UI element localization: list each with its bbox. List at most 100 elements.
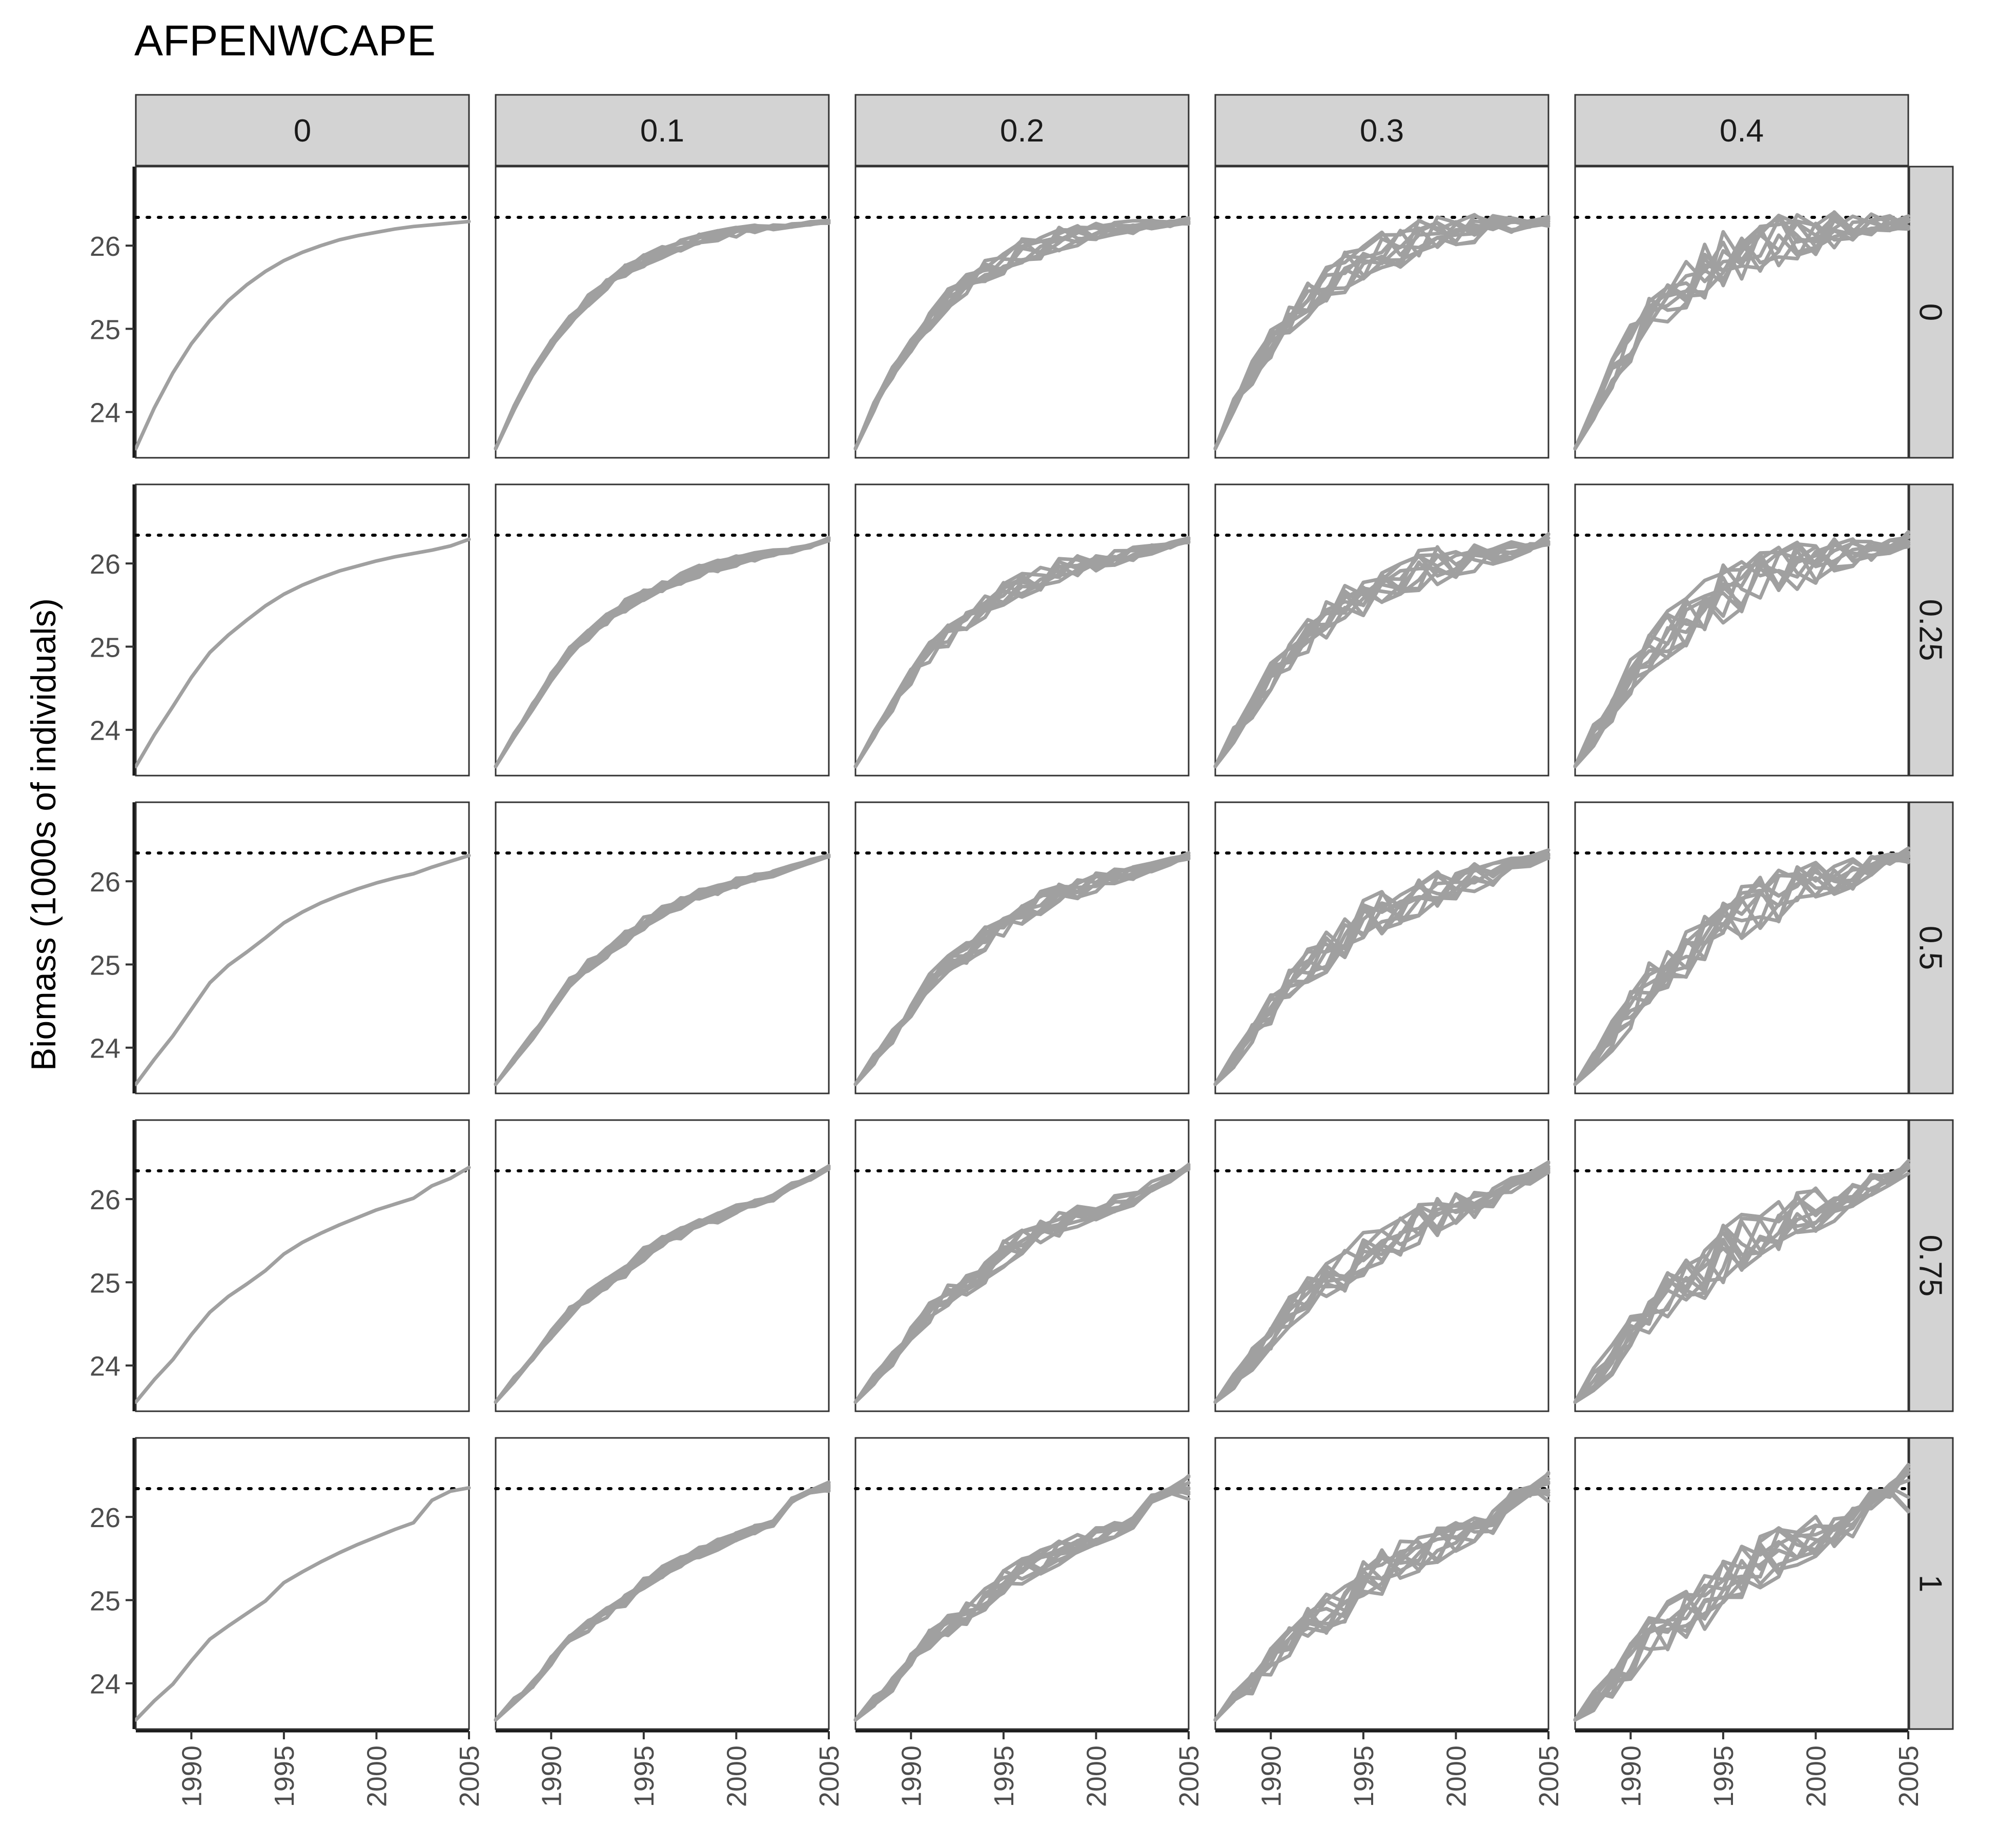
row-strip [1908,1437,1954,1730]
facet-panel [1573,1119,1910,1412]
facet-panel [1213,1437,1551,1730]
panel-frame [135,1437,470,1730]
series-line [134,854,471,1086]
row-strip [1908,1119,1954,1412]
series-line [1573,850,1910,1086]
series-line [853,537,1191,768]
facet-panel [853,1437,1191,1730]
series-line [1213,854,1551,1086]
panel-frame [1214,483,1549,777]
y-tick-label: 25 [90,1268,120,1298]
facet-panel [134,1119,471,1412]
panel-frame [495,1437,830,1730]
panel-frame [1574,801,1909,1094]
series-line [1213,1481,1551,1722]
series-line [853,854,1191,1086]
series-line [494,539,831,768]
series-line [494,1167,831,1404]
y-axis-label: Biomass (1000s of individuals) [24,598,63,1071]
facet-panel [1573,483,1910,777]
panel-frame [135,483,470,777]
row-strip-label: 0.5 [1913,926,1948,970]
facet-panel [1213,1119,1551,1412]
y-tick-label: 25 [90,1586,120,1616]
facet-panel [1213,483,1551,777]
row-strip-label: 0.25 [1913,599,1948,661]
x-tick-label: 2000 [361,1745,392,1807]
series-line [1573,1163,1910,1404]
x-tick-label: 2000 [1801,1745,1831,1807]
facet-panel [1213,801,1551,1094]
series-line [494,218,831,451]
panel-frame [1574,166,1909,459]
column-strip-label: 0.3 [1360,113,1404,149]
x-tick-label: 2005 [1174,1745,1205,1807]
facet-panel [1573,801,1910,1094]
series-line [1573,213,1910,451]
facet-panel [494,483,831,777]
chart-title: AFPENWCAPE [134,16,436,65]
x-tick-label: 1990 [176,1745,207,1807]
row-strip-label: 0 [1913,303,1948,321]
series-line [1573,1171,1910,1404]
series-line [1213,852,1551,1086]
x-tick-label: 1995 [1708,1745,1739,1807]
x-tick-label: 1995 [1349,1745,1379,1807]
x-tick-label: 1990 [1256,1745,1287,1807]
series-line [1213,218,1551,451]
facet-panel [853,166,1191,459]
series-line [1213,1471,1551,1722]
facet-panel [853,483,1191,777]
x-tick-label: 2005 [814,1745,845,1807]
column-strip [135,94,470,167]
series-line [1213,542,1551,768]
series-line [853,221,1191,451]
panel-frame [1214,166,1549,459]
facet-panel [853,1119,1191,1412]
facet-panel [494,801,831,1094]
panel-frame [1574,483,1909,777]
y-tick-label: 25 [90,314,120,345]
x-tick-label: 1990 [896,1745,927,1807]
panel-frame [495,801,830,1094]
column-strip [495,94,830,167]
series-line [494,1484,831,1722]
row-strip-label: 1 [1913,1575,1948,1592]
series-line [1213,1166,1551,1404]
series-line [1573,852,1910,1086]
y-tick-label: 24 [90,398,120,429]
x-tick-label: 1995 [989,1745,1019,1807]
panel-frame [854,483,1190,777]
series-line [1213,1169,1551,1404]
facet-panel [1573,166,1910,459]
x-tick-label: 1995 [269,1745,300,1807]
series-line [1213,215,1551,451]
row-strip-label: 0.75 [1913,1235,1948,1297]
series-line [134,219,471,451]
x-tick-label: 2005 [454,1745,485,1807]
column-strip [1574,94,1909,167]
column-strip-label: 0.1 [640,113,684,149]
y-tick-label: 24 [90,1351,120,1382]
panel-frame [135,166,470,459]
series-line [1573,853,1910,1086]
column-strip-label: 0.2 [1000,113,1044,149]
column-strip [1214,94,1549,167]
y-tick-label: 26 [90,1502,120,1533]
series-line [1213,1471,1551,1722]
column-strip-label: 0 [294,113,311,149]
x-tick-label: 2000 [1081,1745,1112,1807]
facet-panel [134,166,471,459]
series-line [853,1166,1191,1404]
y-tick-label: 24 [90,1033,120,1064]
y-tick-label: 26 [90,1185,120,1215]
series-line [1573,210,1910,451]
series-line [134,1166,471,1404]
x-tick-label: 2005 [1534,1745,1564,1807]
column-strip [854,94,1190,167]
series-line [1213,1488,1551,1722]
series-line [1213,1170,1551,1404]
series-line [1573,1164,1910,1404]
x-tick-label: 1995 [629,1745,660,1807]
